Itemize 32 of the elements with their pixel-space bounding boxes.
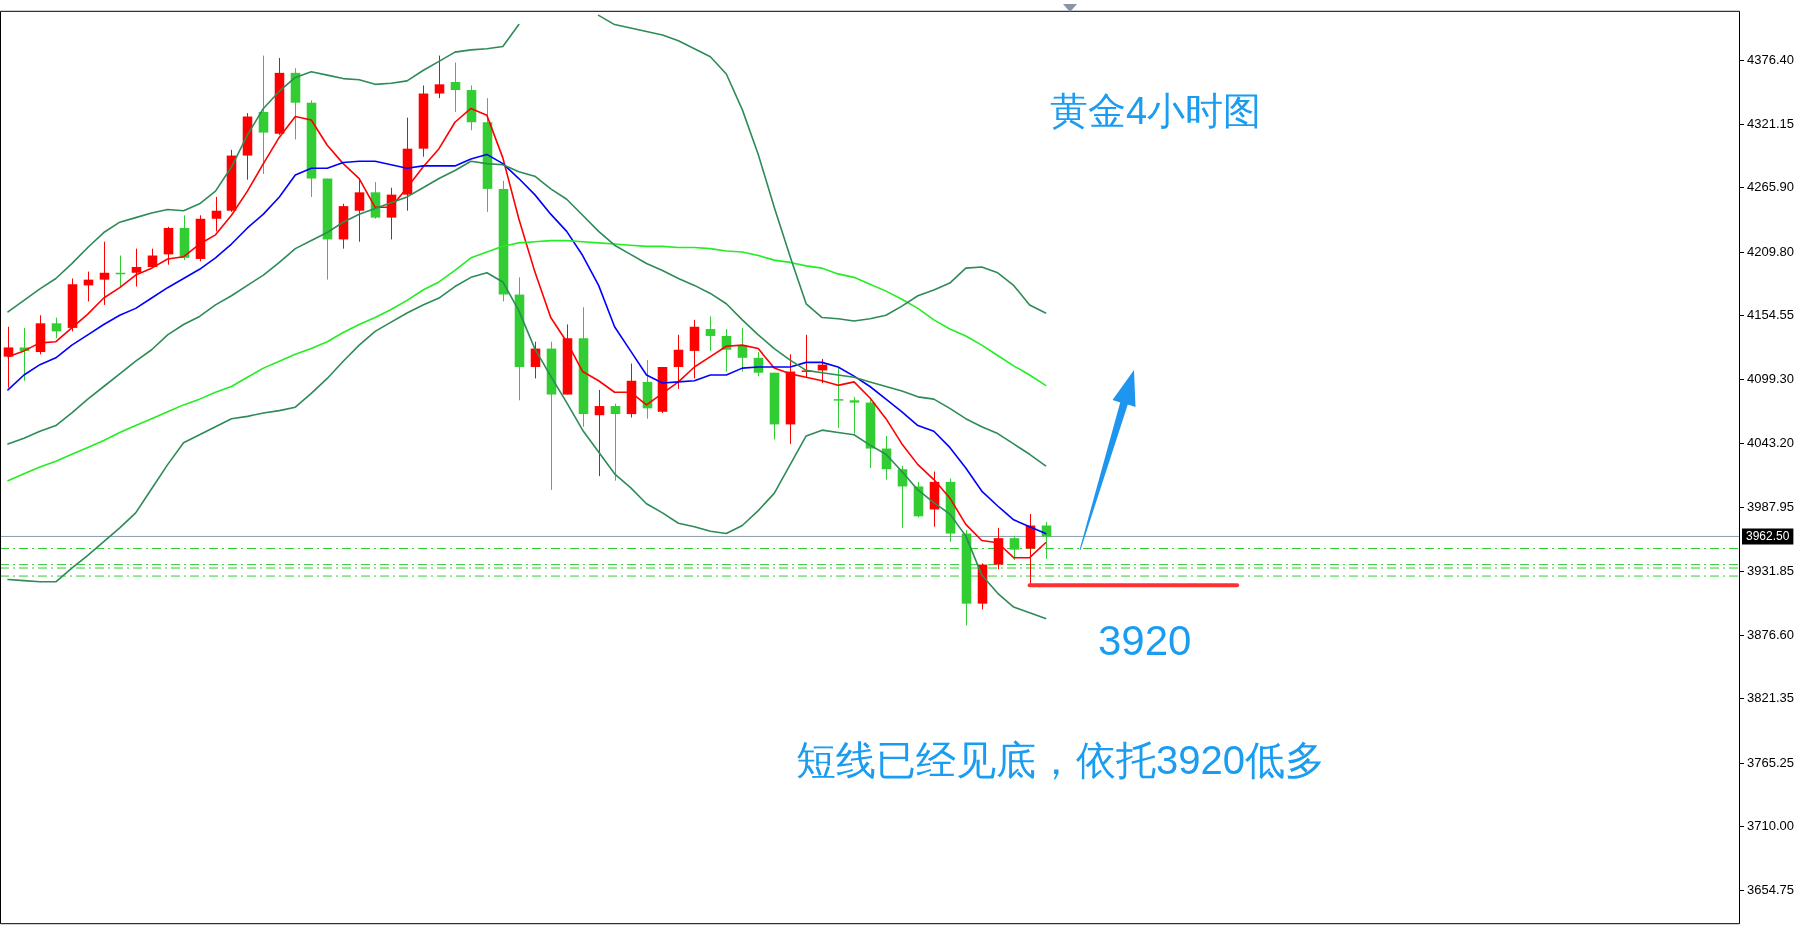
y-tick-label: 3987.95	[1747, 498, 1794, 514]
candlestick	[211, 196, 222, 232]
candlestick	[833, 367, 844, 429]
text: 黄金4小时图	[1050, 90, 1262, 132]
candlestick	[51, 317, 62, 339]
candlestick	[258, 55, 269, 175]
y-tick-label: 3710.00	[1747, 818, 1794, 834]
y-tick-label: 3931.85	[1747, 563, 1794, 579]
candlestick	[450, 62, 461, 113]
y-tick-label: 4043.20	[1747, 435, 1794, 451]
y-tick-label: 3876.60	[1747, 626, 1794, 642]
y-tick-label: 4099.30	[1747, 370, 1794, 386]
candlestick	[673, 334, 684, 390]
candlestick	[705, 315, 716, 352]
y-tick-label: 3821.35	[1747, 690, 1794, 706]
candlestick	[354, 178, 365, 243]
y-tick-label: 3654.75	[1747, 881, 1794, 897]
y-tick-label: 4265.90	[1747, 179, 1794, 195]
candlestick	[99, 241, 110, 306]
candlestick	[434, 55, 445, 99]
annotation: 3920	[1098, 617, 1192, 664]
candlestick	[131, 248, 142, 288]
y-tick-label: 4321.15	[1747, 115, 1794, 131]
annotation: 短线已经见底，依托3920低多	[796, 738, 1325, 782]
y-tick-label: 4154.55	[1747, 307, 1794, 323]
candlestick	[610, 403, 621, 482]
y-tick-label: 4376.40	[1747, 52, 1794, 68]
ref-line-label: 3962.50	[1746, 528, 1790, 543]
candlestick	[849, 396, 860, 435]
candlestick	[594, 389, 605, 477]
y-tick-label: 4209.80	[1747, 243, 1794, 259]
y-tick-label: 3765.25	[1747, 754, 1794, 770]
